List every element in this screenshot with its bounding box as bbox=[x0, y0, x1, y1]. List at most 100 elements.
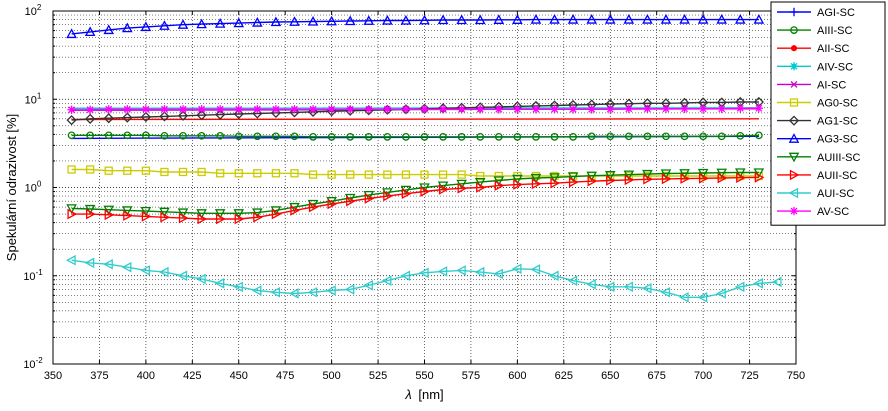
data-point-auii-sc bbox=[736, 172, 746, 184]
data-point-aiii-sc bbox=[606, 132, 615, 141]
x-tick-label: 600 bbox=[508, 370, 526, 382]
data-point-auii-sc bbox=[754, 172, 765, 183]
data-point-auii-sc bbox=[643, 173, 653, 185]
data-point-av-sc bbox=[661, 104, 671, 113]
data-point-aui-sc bbox=[270, 286, 281, 298]
data-point-aui-sc bbox=[474, 266, 485, 278]
x-tick-label: 650 bbox=[601, 370, 619, 382]
data-point-av-sc bbox=[290, 105, 299, 114]
data-point-ag0-sc bbox=[123, 166, 132, 175]
data-point-auii-sc bbox=[438, 184, 449, 195]
data-point-auii-sc bbox=[178, 212, 189, 224]
data-point-ag1-sc bbox=[382, 104, 393, 115]
data-point-auiii-sc bbox=[567, 172, 579, 183]
legend-marker bbox=[790, 80, 798, 88]
data-point-ag0-sc bbox=[160, 167, 169, 177]
data-point-av-sc bbox=[438, 105, 448, 114]
data-point-ag0-sc bbox=[383, 170, 392, 179]
data-point-auiii-sc bbox=[66, 204, 77, 214]
data-point-ag1-sc bbox=[66, 115, 77, 126]
data-point-av-sc bbox=[253, 105, 262, 114]
data-point-auiii-sc bbox=[252, 208, 263, 219]
legend-label: AG0-SC bbox=[817, 98, 858, 110]
data-point-aui-sc bbox=[530, 264, 541, 275]
data-point-aui-sc bbox=[140, 265, 151, 276]
data-point-auii-sc bbox=[67, 208, 78, 220]
data-point-aui-sc bbox=[697, 291, 708, 303]
data-point-av-sc bbox=[346, 105, 355, 114]
data-point-ag3-sc bbox=[214, 18, 226, 28]
data-point-av-sc bbox=[197, 105, 206, 114]
data-point-av-sc bbox=[383, 105, 392, 114]
legend-entry: AIV-SC bbox=[777, 61, 853, 73]
legend-label: AIV-SC bbox=[817, 61, 853, 73]
data-point-ag0-sc bbox=[457, 170, 466, 179]
legend-entry: AG0-SC bbox=[777, 98, 858, 110]
axis-ticks: 350 375 400 425 450 475 500 525 550 575 600 625 650 6… bbox=[23, 3, 805, 382]
legend-label: AIII-SC bbox=[817, 25, 853, 37]
data-point-aui-sc bbox=[493, 268, 503, 280]
data-point-ag3-sc bbox=[604, 13, 616, 24]
data-point-auiii-sc bbox=[140, 206, 152, 217]
data-point-aiii-sc bbox=[67, 131, 76, 140]
data-point-aui-sc bbox=[103, 258, 113, 270]
x-axis-label: λ [nm] bbox=[404, 387, 443, 402]
data-point-aiii-sc bbox=[197, 131, 206, 140]
data-point-auiii-sc bbox=[642, 169, 653, 180]
legend-label: AI-SC bbox=[817, 79, 846, 91]
data-point-aiii-sc bbox=[364, 132, 373, 141]
data-point-auiii-sc bbox=[549, 173, 560, 184]
legend-entry: AUI-SC bbox=[777, 187, 854, 200]
data-point-auiii-sc bbox=[326, 197, 337, 207]
x-tick-label: 475 bbox=[276, 370, 294, 382]
data-point-aui-sc bbox=[233, 281, 243, 293]
data-point-ag0-sc bbox=[476, 171, 485, 181]
data-point-av-sc bbox=[67, 105, 76, 114]
y-tick-label: 100 bbox=[25, 180, 42, 195]
data-point-ag1-sc bbox=[233, 108, 244, 120]
x-tick-label: 550 bbox=[415, 370, 433, 382]
data-point-ag1-sc bbox=[289, 107, 300, 118]
data-point-auiii-sc bbox=[679, 169, 690, 179]
data-point-ag3-sc bbox=[419, 14, 430, 25]
data-point-aui-sc bbox=[326, 285, 336, 296]
series-line-aiv-sc bbox=[71, 107, 759, 110]
data-point-auii-sc bbox=[86, 208, 96, 220]
series-aii-sc bbox=[71, 118, 759, 121]
x-tick-label: 675 bbox=[648, 370, 666, 382]
data-point-auiii-sc bbox=[196, 209, 207, 219]
data-point-ag3-sc bbox=[400, 14, 412, 25]
data-point-auii-sc bbox=[401, 188, 412, 200]
data-point-auii-sc bbox=[271, 208, 282, 220]
series-line-ag3-sc bbox=[71, 18, 759, 35]
data-point-auii-sc bbox=[531, 178, 542, 190]
data-point-auii-sc bbox=[308, 201, 319, 213]
data-point-auii-sc bbox=[568, 176, 579, 188]
data-point-ag3-sc bbox=[512, 14, 523, 24]
legend-marker bbox=[790, 45, 798, 52]
data-point-auii-sc bbox=[717, 172, 728, 184]
data-point-aiii-sc bbox=[402, 132, 410, 141]
data-point-ag0-sc bbox=[216, 169, 225, 178]
data-point-ag0-sc bbox=[178, 167, 188, 177]
data-point-aui-sc bbox=[771, 276, 782, 288]
data-point-aui-sc bbox=[456, 265, 466, 276]
data-point-ag3-sc bbox=[586, 13, 597, 24]
data-point-aui-sc bbox=[734, 281, 745, 293]
data-point-auiii-sc bbox=[122, 206, 133, 216]
data-point-auii-sc bbox=[550, 177, 561, 189]
data-point-av-sc bbox=[104, 105, 113, 114]
data-point-aiii-sc bbox=[346, 132, 355, 141]
y-tick-label: 10-2 bbox=[23, 356, 43, 371]
data-point-ag0-sc bbox=[420, 170, 429, 179]
data-point-aui-sc bbox=[363, 279, 373, 291]
data-point-aui-sc bbox=[158, 266, 169, 278]
series-ag3-sc bbox=[66, 13, 765, 39]
data-point-aui-sc bbox=[196, 273, 206, 285]
data-point-ag3-sc bbox=[307, 15, 319, 26]
data-point-auiii-sc bbox=[623, 170, 635, 181]
data-point-auii-sc bbox=[290, 205, 301, 216]
legend-entry: AG3-SC bbox=[777, 133, 858, 146]
legend-label: AG3-SC bbox=[817, 134, 858, 146]
